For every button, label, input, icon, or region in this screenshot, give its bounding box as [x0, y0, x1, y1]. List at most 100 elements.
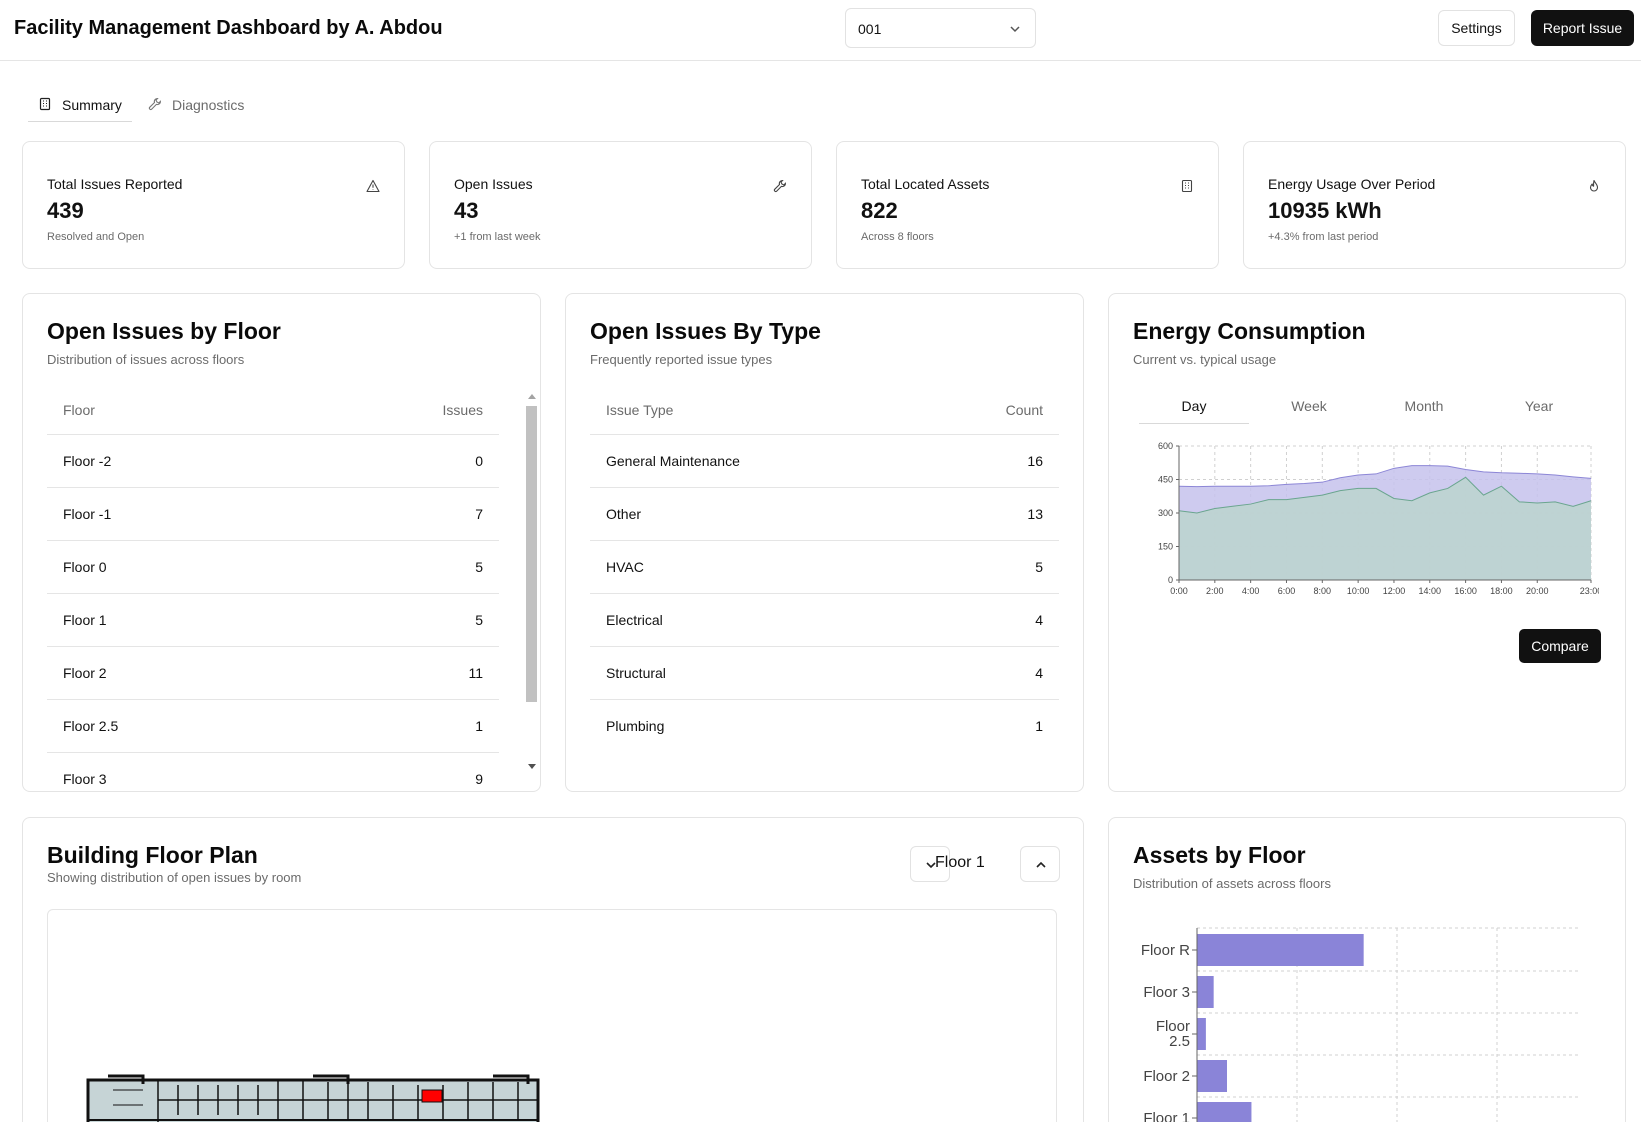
- table-row: Floor -2 0: [47, 435, 499, 488]
- building-icon: [39, 97, 51, 111]
- energy-tab-year[interactable]: Year: [1524, 398, 1554, 414]
- panel-title: Open Issues By Type: [590, 318, 821, 344]
- cell-count: 4: [1035, 665, 1043, 681]
- y-tick-label: 2.5: [1169, 1033, 1190, 1050]
- cell-issues: 11: [468, 665, 483, 681]
- x-tick-label: 12:00: [1383, 586, 1406, 596]
- issues-by-type-table: Issue Type Count General Maintenance 16 O…: [590, 387, 1059, 753]
- column-header: Count: [1005, 402, 1043, 418]
- floor-down-button[interactable]: [910, 846, 950, 882]
- cell-count: 16: [1027, 453, 1043, 469]
- x-tick-label: 20:00: [1526, 586, 1549, 596]
- chevron-down-icon: [926, 862, 936, 869]
- cell-issues: 5: [475, 559, 483, 575]
- issue-room[interactable]: [421, 1089, 443, 1103]
- y-tick-label: 450: [1158, 475, 1173, 485]
- cell-type: HVAC: [606, 559, 644, 575]
- energy-period-tabs: Day Week Month Year: [1139, 394, 1599, 424]
- table-row: Floor 0 5: [47, 541, 499, 594]
- y-tick-label: Floor: [1156, 1018, 1190, 1035]
- cell-issues: 5: [475, 612, 483, 628]
- energy-tab-day[interactable]: Day: [1139, 394, 1249, 424]
- cell-floor: Floor -1: [63, 506, 112, 522]
- table-row: General Maintenance 16: [590, 435, 1059, 488]
- stat-label: Total Located Assets: [861, 176, 990, 192]
- panel-title: Assets by Floor: [1133, 842, 1306, 868]
- floor-plan-rooms: [86, 1074, 540, 1122]
- asset-bar: [1197, 1018, 1206, 1050]
- stat-value: 822: [861, 198, 898, 223]
- settings-button[interactable]: Settings: [1438, 10, 1515, 46]
- y-tick-label: Floor R: [1141, 942, 1190, 959]
- cell-type: General Maintenance: [606, 453, 740, 469]
- panel-title: Open Issues by Floor: [47, 318, 281, 344]
- y-tick-label: 0: [1168, 575, 1173, 585]
- assets-by-floor-panel: Assets by Floor Distribution of assets a…: [1108, 817, 1626, 1122]
- x-tick-label: 23:00: [1580, 586, 1599, 596]
- floor-plan-canvas: [47, 909, 1057, 1122]
- table-scrollbar[interactable]: [526, 394, 537, 769]
- stat-card-energy-usage: Energy Usage Over Period 10935 kWh +4.3%…: [1243, 141, 1626, 269]
- floor-plan-panel: Building Floor Plan Showing distribution…: [22, 817, 1084, 1122]
- cell-floor: Floor 2.5: [63, 718, 119, 734]
- x-tick-label: 16:00: [1454, 586, 1477, 596]
- issues-by-type-panel: Open Issues By Type Frequently reported …: [565, 293, 1084, 792]
- table-header: Issue Type Count: [590, 387, 1059, 435]
- scroll-thumb[interactable]: [526, 406, 537, 702]
- stat-card-located-assets: Total Located Assets 822 Across 8 floors: [836, 141, 1219, 269]
- warning-icon: [366, 179, 380, 193]
- compare-button[interactable]: Compare: [1519, 629, 1601, 663]
- cell-count: 1: [1035, 718, 1043, 734]
- stat-value: 10935 kWh: [1268, 198, 1382, 223]
- y-tick-label: Floor 2: [1143, 1068, 1190, 1085]
- stat-label: Open Issues: [454, 176, 533, 192]
- panel-subtitle: Distribution of assets across floors: [1133, 876, 1331, 891]
- panel-subtitle: Showing distribution of open issues by r…: [47, 870, 302, 885]
- wrench-icon: [148, 97, 161, 111]
- y-tick-label: 150: [1158, 542, 1173, 552]
- y-tick-label: Floor 1: [1143, 1110, 1190, 1122]
- panel-title: Building Floor Plan: [47, 842, 258, 868]
- floor-plan-map: [86, 1074, 540, 1122]
- asset-bar: [1197, 1060, 1227, 1092]
- table-row: Floor 2 11: [47, 647, 499, 700]
- cell-floor: Floor 3: [63, 771, 107, 787]
- chevron-up-icon: [1036, 861, 1046, 868]
- cell-type: Other: [606, 506, 642, 522]
- table-row: Floor -1 7: [47, 488, 499, 541]
- scroll-up-arrow-icon[interactable]: [528, 394, 536, 399]
- stat-sub: +4.3% from last period: [1268, 231, 1379, 243]
- cell-issues: 0: [475, 453, 483, 469]
- panel-subtitle: Distribution of issues across floors: [47, 352, 245, 367]
- table-row: Electrical 4: [590, 594, 1059, 647]
- cell-type: Plumbing: [606, 718, 665, 734]
- wrench-icon: [773, 179, 786, 193]
- stat-sub: Resolved and Open: [47, 231, 145, 243]
- report-issue-button[interactable]: Report Issue: [1531, 10, 1634, 46]
- stat-sub: +1 from last week: [454, 231, 541, 243]
- current-usage-line: [1178, 476, 1592, 514]
- cell-issues: 1: [475, 718, 483, 734]
- cell-issues: 9: [475, 771, 483, 787]
- energy-consumption-panel: Energy Consumption Current vs. typical u…: [1108, 293, 1626, 792]
- typical-usage-line: [1178, 465, 1592, 488]
- cell-floor: Floor 1: [63, 612, 107, 628]
- energy-tab-month[interactable]: Month: [1404, 398, 1444, 414]
- current-usage-area: [1179, 477, 1591, 580]
- column-header: Floor: [63, 402, 95, 418]
- floor-up-button[interactable]: [1020, 846, 1060, 882]
- asset-bar: [1197, 976, 1214, 1008]
- tab-summary[interactable]: Summary: [28, 88, 132, 122]
- energy-tab-week[interactable]: Week: [1291, 398, 1327, 414]
- scroll-down-arrow-icon[interactable]: [528, 764, 536, 769]
- app-header: Facility Management Dashboard by A. Abdo…: [0, 0, 1641, 61]
- building-select[interactable]: 001: [845, 8, 1036, 48]
- flame-icon: [1589, 179, 1599, 192]
- x-tick-label: 18:00: [1490, 586, 1513, 596]
- table-row: Plumbing 1: [590, 700, 1059, 753]
- cell-floor: Floor 2: [63, 665, 107, 681]
- issues-by-floor-table: Floor Issues Floor -2 0 Floor -1 7 Floor 0…: [47, 387, 499, 791]
- tab-diagnostics[interactable]: Diagnostics: [138, 88, 250, 122]
- panel-title: Energy Consumption: [1133, 318, 1366, 344]
